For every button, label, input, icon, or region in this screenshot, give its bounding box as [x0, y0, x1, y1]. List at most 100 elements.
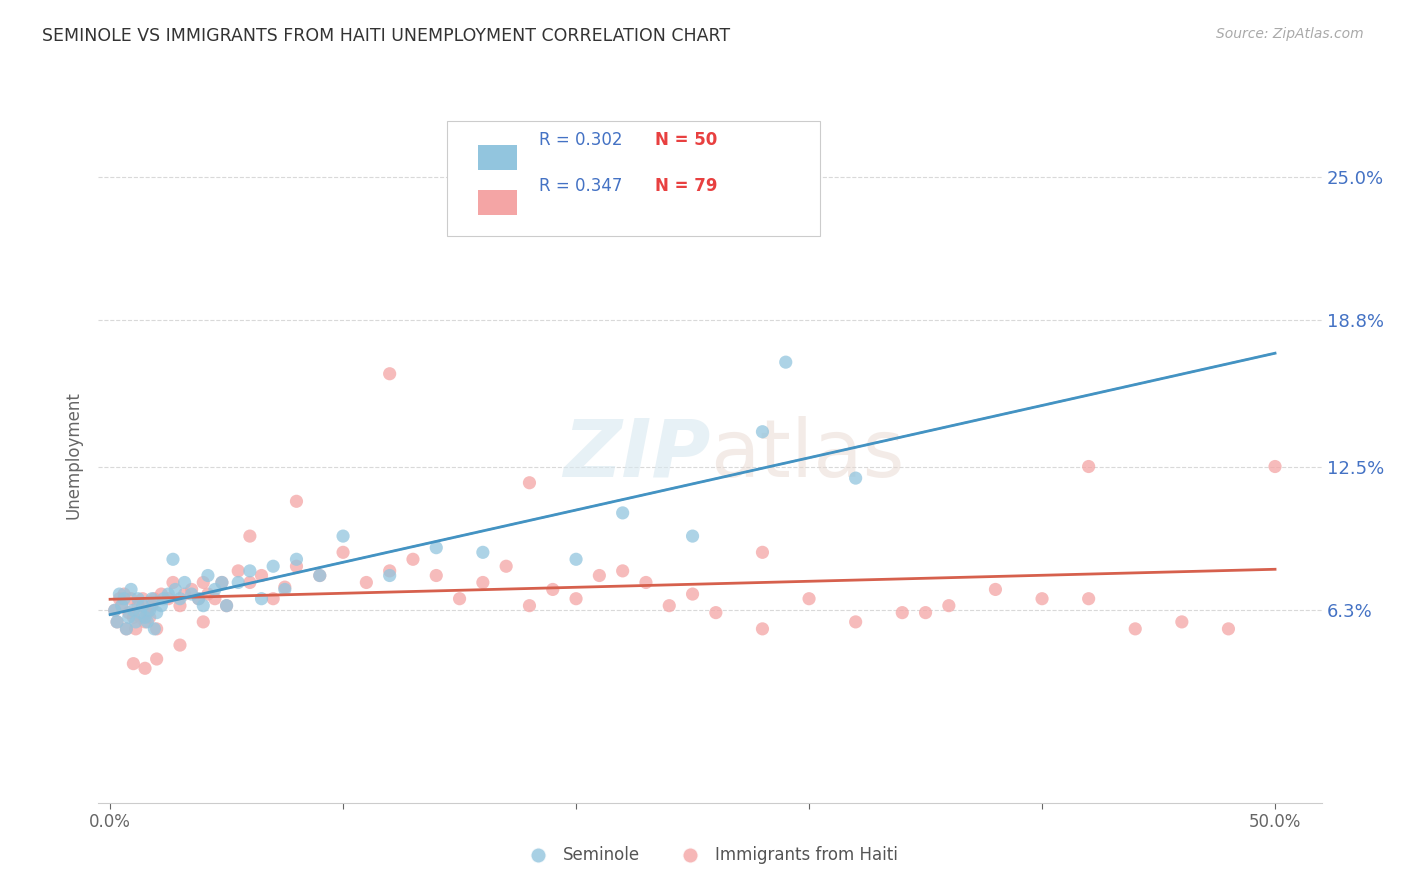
- Point: [378, 564, 401, 578]
- Point: [204, 582, 226, 597]
- Point: [274, 582, 297, 597]
- Point: [211, 575, 233, 590]
- Point: [211, 575, 233, 590]
- Point: [197, 587, 219, 601]
- Point: [332, 545, 354, 559]
- Point: [250, 568, 273, 582]
- Point: [425, 568, 447, 582]
- Point: [145, 652, 167, 666]
- Point: [112, 587, 135, 601]
- Point: [308, 568, 330, 582]
- Point: [136, 615, 159, 629]
- Point: [127, 599, 149, 613]
- Point: [1077, 459, 1099, 474]
- Point: [193, 575, 215, 590]
- Point: [356, 575, 378, 590]
- Text: atlas: atlas: [710, 416, 904, 494]
- Point: [308, 568, 330, 582]
- Point: [169, 599, 191, 613]
- Point: [104, 603, 127, 617]
- Text: N = 79: N = 79: [655, 177, 717, 194]
- Point: [634, 575, 657, 590]
- Point: [141, 591, 163, 606]
- Point: [1031, 591, 1053, 606]
- Point: [150, 599, 173, 613]
- FancyBboxPatch shape: [478, 190, 517, 215]
- Point: [751, 545, 773, 559]
- Point: [173, 575, 195, 590]
- Point: [134, 661, 156, 675]
- Point: [797, 591, 820, 606]
- Point: [120, 582, 142, 597]
- Point: [150, 587, 173, 601]
- Point: [751, 425, 773, 439]
- Point: [612, 506, 634, 520]
- Point: [1077, 591, 1099, 606]
- Point: [588, 568, 610, 582]
- Point: [104, 603, 127, 617]
- Point: [125, 622, 148, 636]
- Point: [112, 591, 135, 606]
- Text: Source: ZipAtlas.com: Source: ZipAtlas.com: [1216, 27, 1364, 41]
- Point: [495, 559, 517, 574]
- Point: [143, 622, 166, 636]
- Point: [775, 355, 797, 369]
- Point: [285, 494, 308, 508]
- Point: [141, 599, 163, 613]
- Point: [120, 591, 142, 606]
- Point: [105, 615, 128, 629]
- Point: [118, 606, 141, 620]
- Point: [105, 615, 128, 629]
- Point: [378, 568, 401, 582]
- Point: [127, 591, 149, 606]
- Point: [122, 603, 145, 617]
- Point: [197, 568, 219, 582]
- Point: [134, 615, 156, 629]
- Point: [180, 582, 202, 597]
- Point: [143, 591, 166, 606]
- Point: [285, 559, 308, 574]
- Point: [402, 552, 425, 566]
- Point: [751, 622, 773, 636]
- Point: [138, 610, 160, 624]
- Point: [226, 564, 249, 578]
- Y-axis label: Unemployment: Unemployment: [65, 391, 83, 519]
- Point: [115, 622, 138, 636]
- Point: [1171, 615, 1194, 629]
- Point: [169, 591, 191, 606]
- Point: [187, 591, 209, 606]
- Point: [1264, 459, 1286, 474]
- Legend: Seminole, Immigrants from Haiti: Seminole, Immigrants from Haiti: [515, 839, 905, 871]
- Point: [519, 475, 541, 490]
- Point: [332, 529, 354, 543]
- Point: [239, 529, 262, 543]
- Point: [134, 610, 156, 624]
- Point: [125, 615, 148, 629]
- Point: [449, 591, 471, 606]
- Text: SEMINOLE VS IMMIGRANTS FROM HAITI UNEMPLOYMENT CORRELATION CHART: SEMINOLE VS IMMIGRANTS FROM HAITI UNEMPL…: [42, 27, 730, 45]
- FancyBboxPatch shape: [478, 145, 517, 169]
- Point: [914, 606, 936, 620]
- Point: [138, 603, 160, 617]
- Point: [122, 610, 145, 624]
- Point: [131, 591, 153, 606]
- Point: [165, 582, 187, 597]
- Point: [131, 599, 153, 613]
- Point: [187, 591, 209, 606]
- Point: [519, 599, 541, 613]
- Point: [565, 591, 588, 606]
- Point: [1218, 622, 1240, 636]
- Point: [378, 367, 401, 381]
- Point: [180, 587, 202, 601]
- Point: [938, 599, 960, 613]
- Point: [157, 587, 180, 601]
- Point: [425, 541, 447, 555]
- Point: [1123, 622, 1146, 636]
- Point: [108, 591, 131, 606]
- Point: [984, 582, 1007, 597]
- Text: ZIP: ZIP: [562, 416, 710, 494]
- Point: [682, 587, 704, 601]
- Text: R = 0.302: R = 0.302: [538, 131, 623, 149]
- Point: [129, 606, 152, 620]
- Point: [541, 582, 564, 597]
